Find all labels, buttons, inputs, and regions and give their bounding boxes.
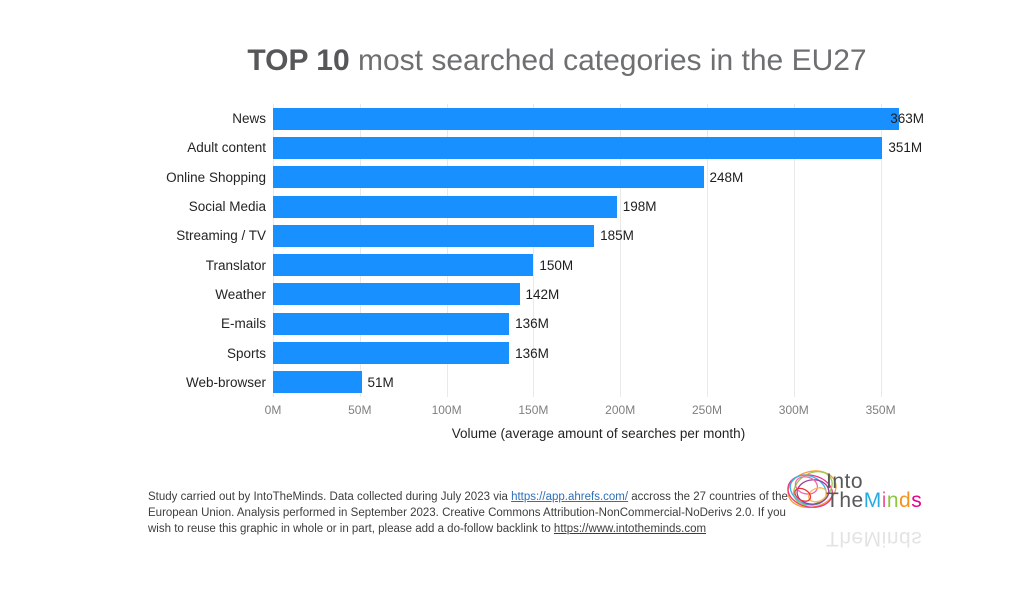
value-label: 136M — [515, 345, 549, 361]
bar[interactable] — [273, 342, 510, 365]
credits-text: Study carried out by IntoTheMinds. Data … — [148, 489, 808, 537]
credits-part1: Study carried out by IntoTheMinds. Data … — [148, 490, 512, 503]
x-axis-ticks: 0M 50M 100M 150M 200M 250M 300M 350M — [265, 403, 924, 419]
bar[interactable] — [273, 283, 520, 306]
category-label: E-mails — [220, 316, 266, 332]
x-tick-label: 300M — [778, 403, 809, 417]
logo-letter: i — [881, 489, 887, 512]
x-tick-label: 150M — [518, 403, 549, 417]
bar-row: E-mails 136M — [0, 309, 924, 338]
category-label: Online Shopping — [166, 169, 266, 185]
bar[interactable] — [273, 312, 510, 335]
gridline — [446, 104, 448, 397]
logo-letter: n — [886, 489, 900, 512]
gridline — [273, 104, 274, 397]
category-label: Web-browser — [185, 374, 266, 390]
x-tick-label: 100M — [431, 403, 462, 417]
gridlines — [273, 104, 924, 397]
category-label: Streaming / TV — [176, 228, 266, 244]
bar[interactable] — [273, 136, 883, 159]
x-tick-label: 200M — [605, 403, 636, 417]
bar-row: Translator 150M — [0, 250, 924, 279]
logo-line1: Into — [826, 470, 864, 493]
logo-reflection: TheMinds — [826, 527, 923, 550]
bar-row: Web-browser 51M — [0, 368, 924, 397]
logo-letter: s — [911, 489, 923, 512]
value-label: 150M — [539, 257, 574, 273]
category-label: Weather — [215, 286, 266, 302]
bar[interactable] — [273, 166, 704, 189]
bar[interactable] — [273, 224, 595, 247]
gridline — [707, 104, 708, 397]
bar[interactable] — [273, 107, 900, 130]
bar-track: 351M — [273, 136, 924, 159]
bar-row: Weather 142M — [0, 280, 924, 309]
category-label: Sports — [226, 345, 266, 361]
category-label: Social Media — [188, 199, 266, 215]
x-tick-label: 250M — [691, 403, 723, 417]
value-label: 142M — [525, 286, 560, 302]
logo-letter: d — [899, 489, 912, 512]
gridline — [359, 104, 361, 397]
x-tick-label: 50M — [348, 403, 372, 417]
bar-row: Streaming / TV 185M — [0, 221, 924, 250]
intotheminds-link[interactable]: https://www.intotheminds.com — [553, 522, 707, 535]
title-bold: TOP 10 — [247, 44, 350, 77]
logo-text: Into TheMinds — [826, 470, 923, 512]
bar-track: 198M — [273, 195, 924, 218]
value-label: 136M — [515, 316, 549, 332]
bar-row: Adult content 351M — [0, 133, 924, 162]
category-label: News — [232, 111, 266, 127]
bar-track: 248M — [273, 166, 924, 189]
credits-part2: accross the 27 countries of the European… — [148, 490, 788, 535]
logo-the: The — [826, 489, 864, 512]
x-tick-label: 0M — [264, 403, 282, 417]
logo-line2: TheMinds — [826, 489, 923, 512]
x-axis-label: Volume (average amount of searches per m… — [451, 426, 746, 441]
bar-track: 51M — [273, 371, 924, 394]
bar-row: Social Media 198M — [0, 192, 924, 221]
bar-track: 136M — [273, 312, 924, 335]
value-label: 363M — [890, 111, 924, 127]
value-label: 248M — [709, 169, 744, 185]
bar-row: Sports 136M — [0, 338, 924, 367]
value-label: 185M — [600, 228, 634, 244]
ahrefs-link[interactable]: https://app.ahrefs.com/ — [511, 490, 629, 503]
bar[interactable] — [273, 254, 534, 277]
logo-letter: M — [863, 489, 882, 512]
value-label: 351M — [888, 140, 923, 156]
bar-track: 142M — [273, 283, 924, 306]
intotheminds-logo: Into TheMinds TheMinds — [784, 462, 984, 582]
bar[interactable] — [273, 195, 617, 218]
bar[interactable] — [273, 371, 362, 394]
value-label: 198M — [622, 199, 657, 215]
category-label: Translator — [205, 257, 266, 273]
category-label: Adult content — [187, 140, 266, 156]
bar-chart: News 363M Adult content 351M Online Shopping… — [0, 104, 1024, 441]
gridline — [793, 104, 795, 397]
brain-scribble-icon — [787, 470, 837, 509]
value-label: 51M — [367, 374, 394, 390]
gridline — [620, 104, 622, 397]
bar-track: 150M — [273, 254, 924, 277]
x-tick-label: 350M — [865, 403, 896, 417]
page-title: TOP 10 most searched categories in the E… — [90, 44, 1024, 78]
title-rest: most searched categories in the EU27 — [349, 44, 867, 77]
gridline — [533, 104, 535, 397]
rows: News 363M Adult content 351M Online Shopping… — [0, 104, 924, 397]
logo-minds: Minds — [864, 489, 923, 512]
bar-track: 136M — [273, 342, 924, 365]
gridline — [880, 104, 882, 397]
bar-track: 185M — [273, 224, 924, 247]
bar-row: Online Shopping 248M — [0, 163, 924, 192]
bar-row: News 363M — [0, 104, 924, 133]
bar-track: 363M — [273, 107, 924, 130]
